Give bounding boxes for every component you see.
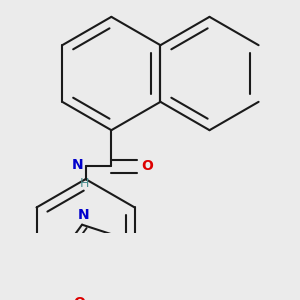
Text: O: O	[141, 159, 153, 173]
Text: N: N	[77, 208, 89, 222]
Text: N: N	[71, 158, 83, 172]
Text: H: H	[80, 176, 89, 190]
Text: O: O	[74, 296, 86, 300]
